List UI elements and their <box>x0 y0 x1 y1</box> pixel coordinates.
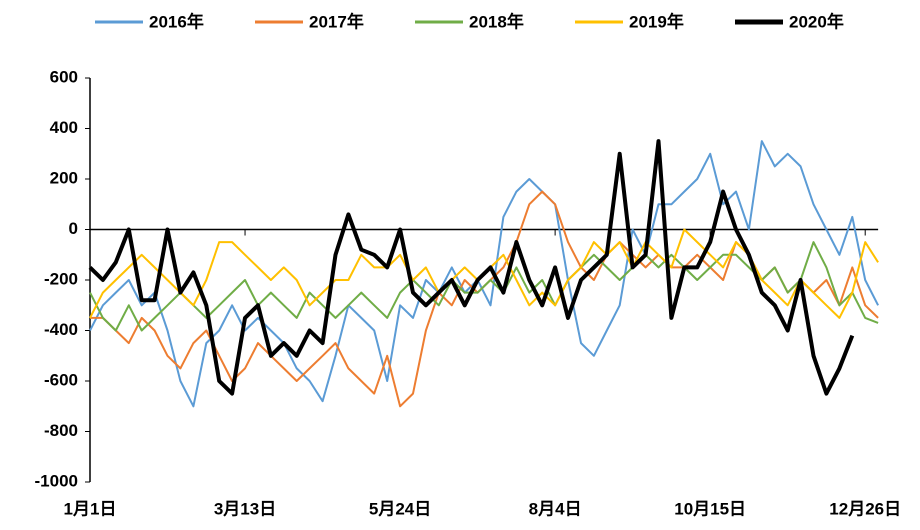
y-tick-label: 200 <box>50 168 78 187</box>
x-tick-label: 12月26日 <box>829 499 901 518</box>
x-tick-label: 8月4日 <box>529 499 582 518</box>
series-line <box>89 241 879 332</box>
y-tick-label: 400 <box>50 118 78 137</box>
legend-label: 2016年 <box>149 11 204 31</box>
y-tick-label: -600 <box>44 370 78 389</box>
y-tick-label: -800 <box>44 421 78 440</box>
series-line <box>89 140 879 408</box>
y-tick-label: 600 <box>50 67 78 86</box>
y-tick-label: 0 <box>69 219 78 238</box>
legend-label: 2017年 <box>309 11 364 31</box>
x-tick-label: 1月1日 <box>64 499 117 518</box>
series-line <box>90 190 879 408</box>
y-tick-label: -400 <box>44 320 78 339</box>
legend-label: 2019年 <box>629 11 684 31</box>
x-tick-label: 10月15日 <box>674 499 746 518</box>
x-tick-label: 5月24日 <box>369 499 431 518</box>
y-tick-label: -1000 <box>35 471 78 490</box>
x-tick-label: 3月13日 <box>214 499 276 518</box>
series-line <box>88 139 855 396</box>
legend-label: 2018年 <box>469 11 524 31</box>
legend-label: 2020年 <box>789 11 844 31</box>
y-tick-label: -200 <box>44 269 78 288</box>
